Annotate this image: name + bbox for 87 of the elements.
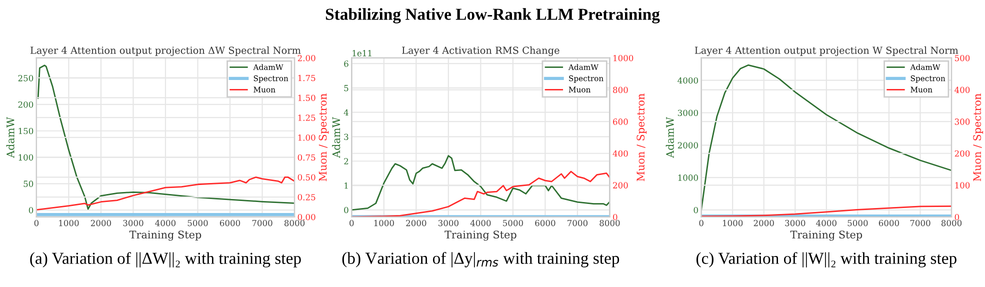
y2-axis-title: Muon / Spectron [318,94,329,182]
line-series [36,176,295,211]
y2-tick-label: 400 [954,86,970,94]
text: (b) Variation of |Δy|$_{rms}$ with training step [342,252,620,268]
y2-tick-label: 600 [613,118,628,125]
y-tick-label: 0 [28,207,34,214]
x-axis-title: Training Step [790,230,862,241]
y2-tick-label: 200 [613,182,628,188]
y2-tick-label: 500 [954,54,970,62]
x-tick-label: 0 [699,220,704,226]
x-tick-label: 6000 [535,220,556,226]
y2-tick-label: 400 [612,150,628,157]
text: Stabilizing Native Low-Rank LLM Pretraining [326,8,660,24]
y-tick-label: 2000 [678,142,698,148]
x-tick-label: 2000 [90,220,112,226]
y-tick-label: 5 [344,85,348,92]
x-tick-label: 6000 [878,220,900,226]
y-tick-label: 250 [18,75,34,82]
x-tick-label: 8000 [941,220,962,226]
y-tick-label: 200 [18,101,34,108]
y-tick-label: 100 [18,154,34,161]
y2-tick-label: 2.00 [298,54,316,62]
x-tick-label: 4000 [470,220,491,226]
y2-axis-title: Muon / Spectron [636,94,647,182]
x-tick-label: 7000 [568,220,588,226]
x-axis-title: Training Step [444,230,516,241]
text: (c) Variation of ||W||₂ with training step [696,252,956,268]
y-tick-label: 50 [24,180,34,187]
y-tick-label: 4 [344,109,348,116]
y2-tick-label: 1.00 [298,134,316,141]
x-tick-label: 6000 [220,220,240,226]
x-tick-label: 8000 [284,220,305,226]
y2-tick-label: 100 [955,182,970,188]
y2-tick-label: 0.75 [298,154,316,161]
x-tick-label: 1000 [374,220,394,226]
y2-tick-label: 1.50 [298,94,316,102]
x-tick-label: 4000 [816,220,836,226]
x-tick-label: 3000 [438,220,458,226]
y-tick-label: 150 [18,128,34,134]
x-tick-label: 5000 [848,220,868,226]
line-series [37,64,295,210]
y2-tick-label: 1.75 [298,74,316,82]
x-tick-label: 7000 [252,220,272,226]
y2-tick-label: 1.25 [298,114,316,121]
y-axis-title: AdamW [666,117,674,158]
x-axis-title: Training Step [129,230,202,241]
x-tick-label: 1000 [59,220,79,226]
y-tick-label: 2 [344,158,348,164]
text: (a) Variation of ||ΔW||₂ with training step [30,252,301,268]
y-tick-label: 6 [344,60,348,67]
y2-tick-label: 800 [613,86,628,94]
y2-tick-label: 300 [954,118,970,125]
y-axis-title: AdamW [332,117,340,158]
chart-title: Layer 4 Attention output projection ΔW Spectral Norm [30,46,301,56]
y-tick-label: 4000 [678,77,698,84]
x-tick-label: 2000 [754,220,774,226]
y-tick-label: 3 [344,134,348,140]
x-tick-label: 3000 [785,220,806,226]
y-tick-label: 3000 [678,110,698,116]
y2-tick-label: 0.25 [298,194,316,200]
y-tick-label: 1 [344,182,348,189]
y-axis-title: AdamW [6,117,14,158]
x-tick-label: 5000 [188,220,208,226]
y2-tick-label: 0.00 [298,214,316,220]
x-tick-label: 1000 [723,220,743,226]
y2-tick-label: 0 [613,214,618,220]
y2-tick-label: 0.50 [298,174,316,181]
x-tick-label: 2000 [406,220,426,226]
y-tick-label: 1000 [678,174,698,181]
y2-tick-label: 0 [954,214,960,220]
x-tick-label: 8000 [600,220,620,226]
y-tick-label: 0 [694,206,698,214]
chart-title: Layer 4 Attention output projection W Spectral Norm [694,46,958,56]
chart-title: Layer 4 Activation RMS Change [402,46,560,56]
x-tick-label: 7000 [910,220,930,226]
x-tick-label: 3000 [123,220,144,226]
y2-tick-label: 200 [954,150,970,157]
x-tick-label: 0 [34,220,39,226]
y2-tick-label: 1000 [614,54,634,62]
line-series [701,64,952,211]
y2-axis-title: Muon / Spectron [973,94,984,182]
x-tick-label: 4000 [155,220,176,226]
text: 1e11 [352,50,372,56]
x-tick-label: 5000 [503,220,523,226]
y-tick-label: 0 [344,206,348,214]
line-series [352,155,610,211]
x-tick-label: 0 [350,220,354,226]
